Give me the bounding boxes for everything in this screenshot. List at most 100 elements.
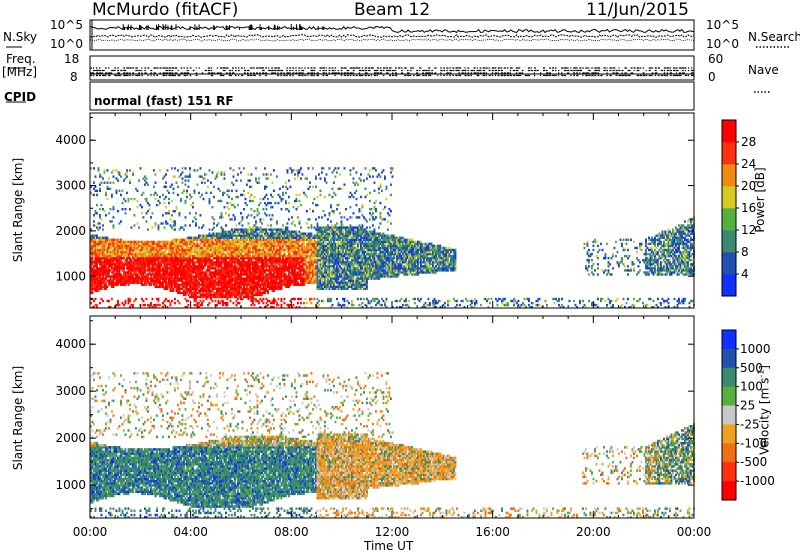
heatmap-cell <box>319 250 322 254</box>
heatmap-cell <box>105 287 107 290</box>
heatmap-cell <box>271 252 274 256</box>
heatmap-cell <box>234 218 236 221</box>
heatmap-cell <box>175 181 178 184</box>
heatmap-cell <box>270 279 272 282</box>
heatmap-cell <box>199 238 202 241</box>
heatmap-cell <box>228 275 230 278</box>
heatmap-cell <box>166 259 169 262</box>
heatmap-cell <box>277 275 280 278</box>
heatmap-cell <box>196 283 199 286</box>
heatmap-cell <box>178 287 181 290</box>
heatmap-cell <box>172 279 175 282</box>
heatmap-cell <box>241 265 244 268</box>
heatmap-cell <box>117 261 119 264</box>
heatmap-cell <box>190 295 193 299</box>
heatmap-cell <box>301 279 304 282</box>
heatmap-cell <box>238 261 241 264</box>
heatmap-cell <box>274 261 277 264</box>
heatmap-cell <box>316 267 319 270</box>
heatmap-cell <box>252 254 254 258</box>
heatmap-cell <box>147 259 149 262</box>
heatmap-cell <box>181 279 184 282</box>
heatmap-cell <box>331 228 334 231</box>
heatmap-cell <box>199 259 202 262</box>
heatmap-cell <box>222 257 224 260</box>
heatmap-cell <box>211 273 214 276</box>
heatmap-cell <box>220 173 223 176</box>
heatmap-cell <box>304 271 307 274</box>
heatmap-cell <box>219 199 221 203</box>
heatmap-cell <box>226 291 229 295</box>
heatmap-cell <box>108 263 110 266</box>
heatmap-cell <box>205 297 208 301</box>
heatmap-cell <box>292 261 295 264</box>
heatmap-cell <box>315 248 317 252</box>
heatmap-cell <box>253 271 256 274</box>
heatmap-cell <box>265 250 268 254</box>
heatmap-cell <box>303 271 305 274</box>
heatmap-cell <box>247 244 250 248</box>
heatmap-cell <box>283 269 286 272</box>
heatmap-cell <box>223 279 226 282</box>
heatmap-cell <box>331 259 334 262</box>
heatmap-cell <box>297 263 299 266</box>
heatmap-cell <box>204 295 206 299</box>
heatmap-cell <box>135 281 137 284</box>
heatmap-cell <box>273 246 275 250</box>
heatmap-cell <box>172 252 175 256</box>
heatmap-cell <box>175 252 178 256</box>
heatmap-cell <box>331 248 334 252</box>
heatmap-cell <box>249 250 251 254</box>
heatmap-cell <box>225 244 227 248</box>
heatmap-cell <box>327 250 329 254</box>
heatmap-cell <box>331 210 334 213</box>
heatmap-cell <box>105 214 107 217</box>
heatmap-cell <box>102 261 104 264</box>
heatmap-cell <box>180 240 182 244</box>
heatmap-cell <box>301 281 304 284</box>
heatmap-cell <box>265 185 268 188</box>
heatmap-cell <box>211 287 214 290</box>
heatmap-cell <box>91 306 94 309</box>
heatmap-cell <box>96 279 98 282</box>
heatmap-cell <box>102 269 104 272</box>
heatmap-cell <box>208 197 211 201</box>
heatmap-cell <box>255 267 257 270</box>
heatmap-cell <box>171 248 173 252</box>
heatmap-cell <box>100 246 103 250</box>
heatmap-cell <box>298 250 301 254</box>
heatmap-cell <box>283 281 286 284</box>
heatmap-cell <box>115 189 118 192</box>
heatmap-cell <box>298 306 301 309</box>
heatmap-cell <box>202 250 205 254</box>
heatmap-cell <box>270 248 272 252</box>
heatmap-cell <box>138 265 140 268</box>
heatmap-cell <box>99 173 101 176</box>
heatmap-cell <box>135 259 137 262</box>
heatmap-cell <box>121 208 124 211</box>
heatmap-cell <box>228 208 230 211</box>
heatmap-cell <box>225 293 227 297</box>
heatmap-cell <box>154 285 157 288</box>
heatmap-cell <box>253 224 256 227</box>
heatmap-cell <box>246 236 248 239</box>
heatmap-cell <box>246 257 248 260</box>
heatmap-cell <box>240 230 242 233</box>
heatmap-cell <box>220 269 223 272</box>
heatmap-cell <box>241 238 244 241</box>
heatmap-cell <box>280 208 283 211</box>
heatmap-cell <box>271 285 274 288</box>
heatmap-cell <box>325 248 328 252</box>
heatmap-cell <box>94 259 97 262</box>
heatmap-cell <box>163 287 166 290</box>
heatmap-cell <box>213 195 215 199</box>
heatmap-cell <box>250 283 253 286</box>
heatmap-cell <box>120 254 122 258</box>
heatmap-cell <box>120 250 122 254</box>
heatmap-cell <box>97 283 100 286</box>
heatmap-cell <box>145 297 148 301</box>
heatmap-cell <box>115 269 118 272</box>
heatmap-cell <box>210 252 212 256</box>
heatmap-cell <box>249 242 251 246</box>
heatmap-cell <box>184 279 187 282</box>
